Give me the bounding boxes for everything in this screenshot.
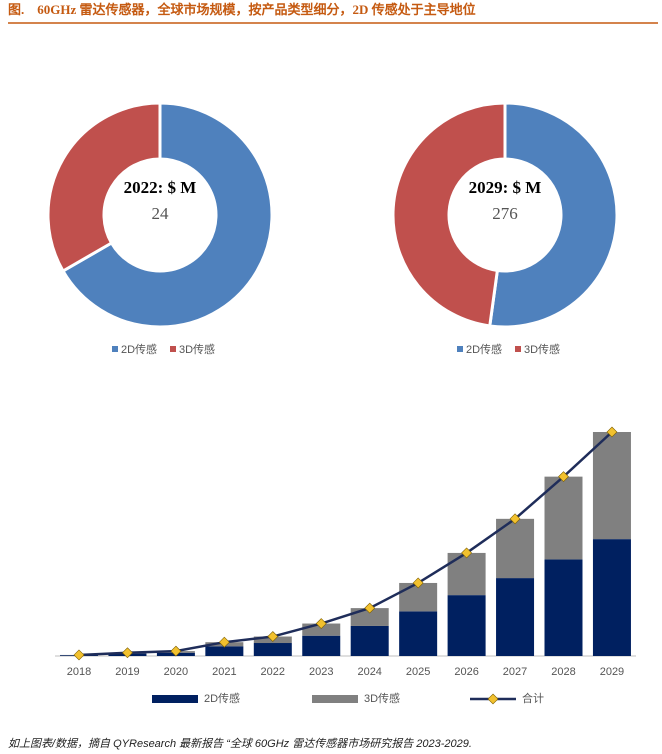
x-tick-label: 2028 — [551, 666, 575, 678]
legend-label: 3D传感 — [524, 343, 560, 356]
x-tick-label: 2021 — [212, 666, 236, 678]
total-marker — [364, 602, 376, 614]
legend-swatch — [457, 346, 463, 352]
total-marker — [558, 471, 569, 483]
legend-swatch — [515, 346, 521, 352]
legend-swatch — [312, 695, 358, 703]
x-tick-label: 2020 — [164, 666, 188, 678]
total-marker — [461, 547, 473, 559]
legend-label: 3D传感 — [364, 692, 400, 705]
center-value: 24 — [152, 204, 170, 223]
x-tick-label: 2024 — [357, 666, 381, 678]
total-line — [78, 431, 613, 657]
total-marker — [412, 577, 424, 589]
bar-segment — [544, 559, 583, 656]
bar-segment — [302, 635, 341, 656]
bar-segment — [205, 646, 244, 656]
legend-label: 2D传感 — [121, 343, 157, 356]
x-tick-label: 2018 — [67, 666, 91, 678]
center-title: 2022: $ M — [124, 178, 197, 197]
x-tick-label: 2022 — [261, 666, 285, 678]
x-tick-label: 2029 — [600, 666, 624, 678]
legend-marker — [487, 693, 499, 705]
donut-slice — [391, 101, 507, 328]
legend-label: 2D传感 — [466, 343, 502, 356]
total-marker — [218, 636, 230, 648]
total-marker — [509, 513, 521, 525]
total-marker — [315, 618, 327, 629]
legend-swatch — [170, 346, 176, 352]
legend-label: 2D传感 — [204, 692, 240, 705]
donut-slice — [488, 101, 619, 329]
bar-segment — [544, 476, 583, 560]
x-tick-label: 2025 — [406, 666, 430, 678]
total-marker — [122, 647, 133, 659]
total-marker — [606, 426, 618, 438]
center-title: 2029: $ M — [469, 178, 542, 197]
x-tick-label: 2026 — [454, 666, 478, 678]
bar-segment — [496, 578, 535, 656]
bar-segment — [253, 643, 292, 656]
x-tick-label: 2019 — [115, 666, 139, 678]
donut-slice — [46, 101, 162, 274]
legend-label: 合计 — [522, 691, 544, 705]
bar-segment — [447, 595, 486, 656]
total-marker — [73, 649, 85, 661]
x-tick-label: 2027 — [503, 666, 527, 678]
legend-swatch — [152, 695, 198, 703]
donut-slice — [60, 101, 274, 329]
total-marker — [267, 631, 279, 642]
total-marker — [170, 645, 182, 657]
bar-segment — [447, 552, 486, 596]
bar-segment — [350, 608, 389, 626]
bar-segment — [350, 625, 389, 656]
bar-segment — [399, 611, 438, 656]
source-note: 如上图表/数据，摘自 QYResearch 最新报告 “全球 60GHz 雷达传… — [8, 737, 472, 750]
bar-segment — [592, 539, 631, 656]
page-title: 图. 60GHz 雷达传感器，全球市场规模，按产品类型细分，2D 传感处于主导地… — [8, 2, 476, 17]
bar-segment — [592, 432, 631, 540]
x-tick-label: 2023 — [309, 666, 333, 678]
legend-swatch — [112, 346, 118, 352]
legend-label: 3D传感 — [179, 343, 215, 356]
center-value: 276 — [492, 204, 518, 223]
